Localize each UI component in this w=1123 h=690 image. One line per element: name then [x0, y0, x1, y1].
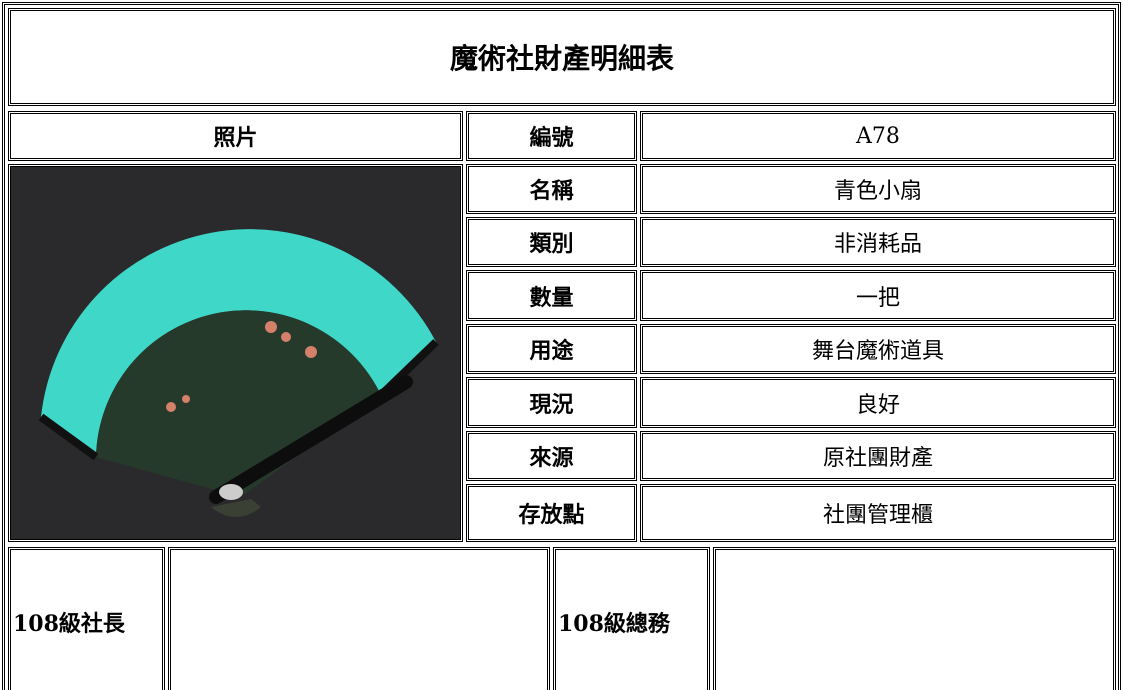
- field-value: 舞台魔術道具: [640, 324, 1116, 374]
- photo-cell: [8, 164, 463, 542]
- signature-box: [713, 547, 1116, 690]
- photo-header: 照片: [8, 111, 463, 161]
- field-label: 現況: [466, 377, 637, 428]
- field-value: 一把: [640, 270, 1116, 321]
- field-label: 類別: [466, 217, 637, 267]
- signature-box: [168, 547, 550, 690]
- field-value: A78: [640, 111, 1116, 161]
- field-label: 編號: [466, 111, 637, 161]
- fan-photo: [11, 167, 460, 539]
- field-label: 來源: [466, 431, 637, 481]
- signature-label: 108級社長: [8, 547, 165, 690]
- field-value: 非消耗品: [640, 217, 1116, 267]
- title: 魔術社財產明細表: [8, 8, 1116, 106]
- field-label: 用途: [466, 324, 637, 374]
- field-value: 良好: [640, 377, 1116, 428]
- field-label: 數量: [466, 270, 637, 321]
- field-label: 存放點: [466, 484, 637, 542]
- field-value: 原社團財產: [640, 431, 1116, 481]
- field-value: 青色小扇: [640, 164, 1116, 214]
- signature-label: 108級總務: [553, 547, 710, 690]
- field-value: 社團管理櫃: [640, 484, 1116, 542]
- field-label: 名稱: [466, 164, 637, 214]
